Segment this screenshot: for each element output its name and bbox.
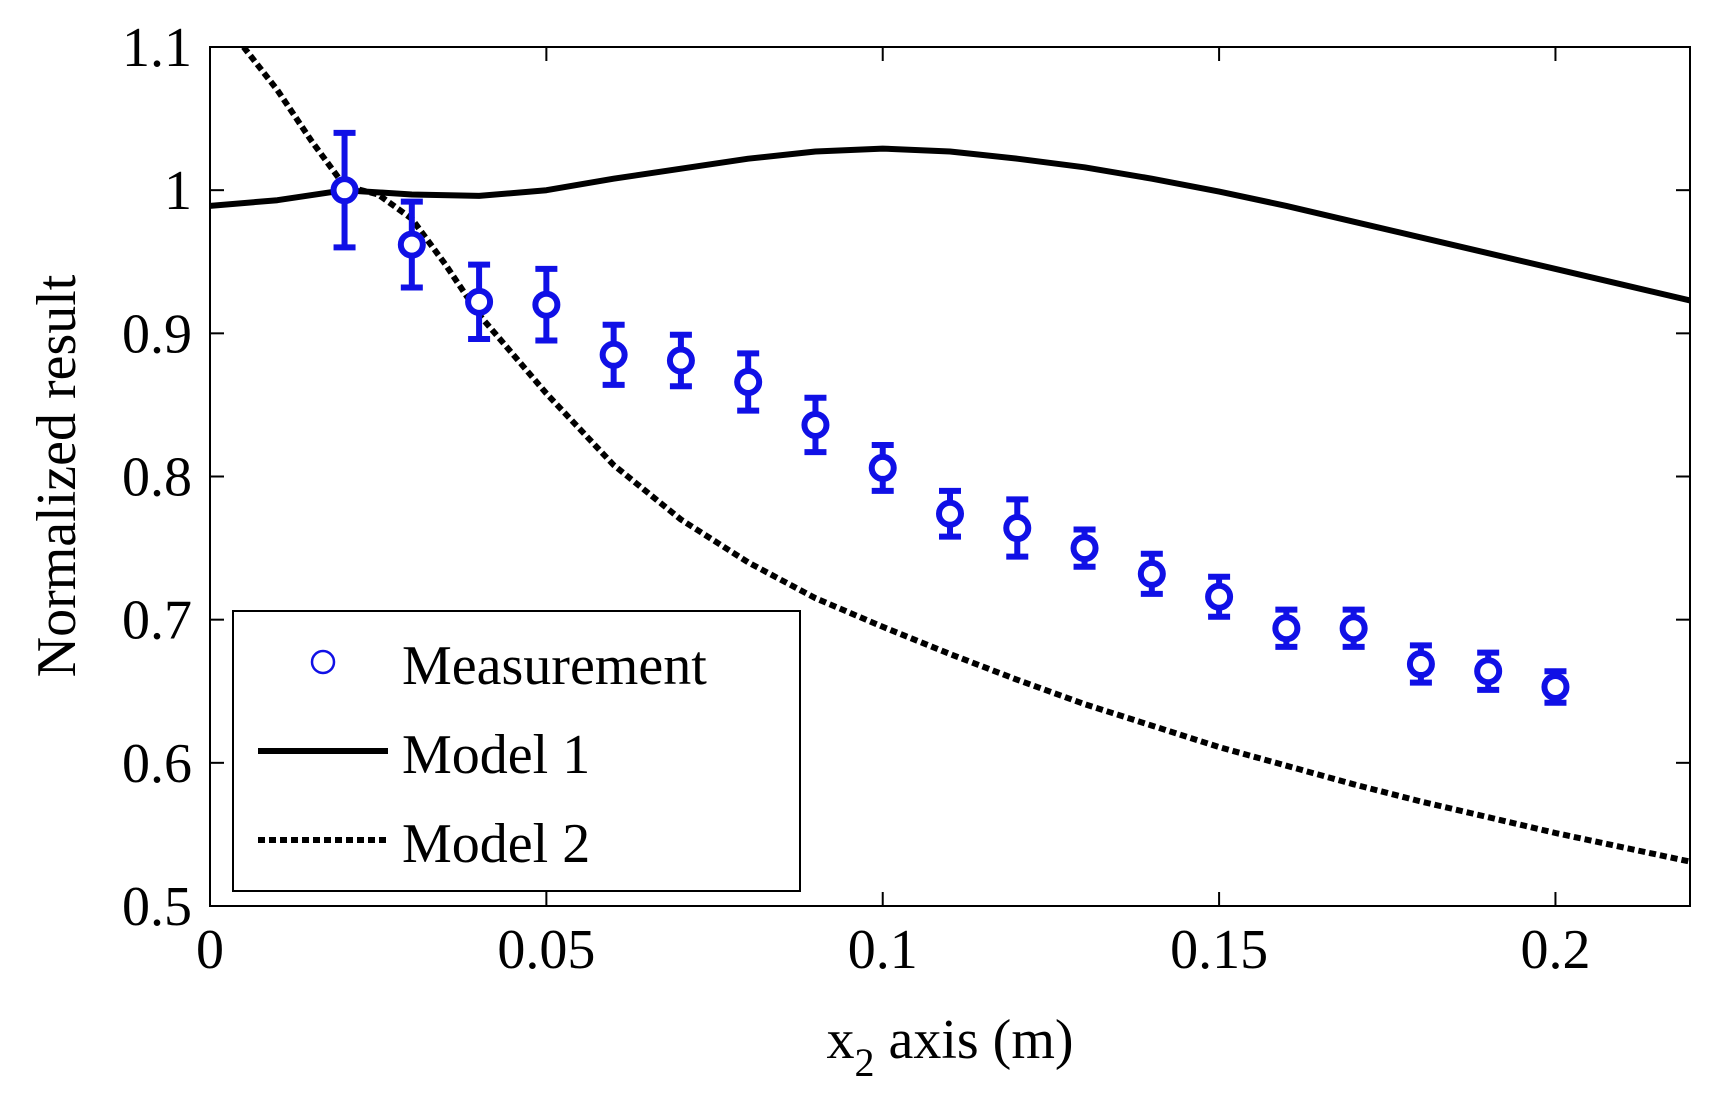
y-tick-label: 0.5 [122, 876, 192, 938]
measurement-marker [734, 368, 763, 397]
legend-model1-label: Model 1 [402, 724, 590, 786]
measurement-point [330, 129, 359, 251]
x-tick-label: 0.05 [497, 919, 595, 981]
legend: Measurement Model 1 Model 2 [232, 610, 801, 892]
measurement-point [1003, 496, 1032, 560]
model-1-line [210, 145, 1690, 304]
measurement-marker [1541, 672, 1570, 701]
y-tick-label: 0.9 [122, 303, 192, 365]
measurement-marker [666, 346, 695, 375]
measurement-point [1406, 642, 1435, 686]
measurement-marker [532, 290, 561, 319]
legend-measurement-label: Measurement [402, 635, 707, 697]
axis-ticks: 0 0.05 0.1 0.15 0.2 0.5 0.6 0.7 0.8 0.9 1 1.1 [122, 17, 1690, 981]
measurement-point [1205, 573, 1234, 620]
x-axis-label: x2 axis (m) [826, 1009, 1073, 1085]
measurement-point [1339, 606, 1368, 650]
measurement-marker [1003, 514, 1032, 543]
measurement-marker [1406, 650, 1435, 679]
measurement-point [666, 331, 695, 390]
y-tick-label: 0.6 [122, 733, 192, 795]
measurement-point [465, 261, 494, 343]
measurement-point [1272, 606, 1301, 650]
plot-content [210, 47, 1690, 865]
measurement-point [532, 265, 561, 344]
measurement-point [936, 487, 964, 540]
y-tick-label: 0.8 [122, 447, 192, 509]
legend-measurement-marker [310, 649, 336, 675]
measurement-point [599, 321, 628, 388]
measurement-marker [1474, 657, 1503, 686]
measurement-marker [1272, 614, 1301, 643]
measurement-marker [397, 230, 426, 259]
measurement-marker [599, 340, 628, 369]
x-tick-label: 0.15 [1170, 919, 1268, 981]
measurement-point [397, 198, 426, 291]
measurement-marker [1070, 534, 1099, 563]
measurement-point [734, 350, 763, 414]
legend-model2-label: Model 2 [402, 813, 590, 875]
measurement-marker [1339, 614, 1368, 643]
measurement-marker [465, 287, 494, 316]
y-tick-label: 1.1 [122, 17, 192, 79]
measurement-marker [1205, 582, 1234, 611]
measurement-marker [801, 410, 830, 439]
x-tick-label: 0.1 [848, 919, 918, 981]
y-tick-label: 0.7 [122, 590, 192, 652]
measurement-marker [330, 176, 359, 205]
measurement-marker [936, 499, 964, 528]
measurement-point [1070, 526, 1099, 570]
y-tick-label: 1 [164, 160, 192, 222]
measurement-point [1474, 649, 1503, 693]
measurement-marker [868, 453, 897, 482]
y-axis-label: Normalized result [26, 274, 88, 677]
measurement-point [1541, 668, 1570, 706]
model-2-line [241, 47, 1690, 865]
measurement-point [801, 394, 830, 456]
measurement-point [868, 442, 897, 494]
measurement-marker [1137, 559, 1166, 588]
x-tick-label: 0.2 [1520, 919, 1590, 981]
measurement-point [1137, 550, 1166, 597]
x-tick-label: 0 [196, 919, 224, 981]
